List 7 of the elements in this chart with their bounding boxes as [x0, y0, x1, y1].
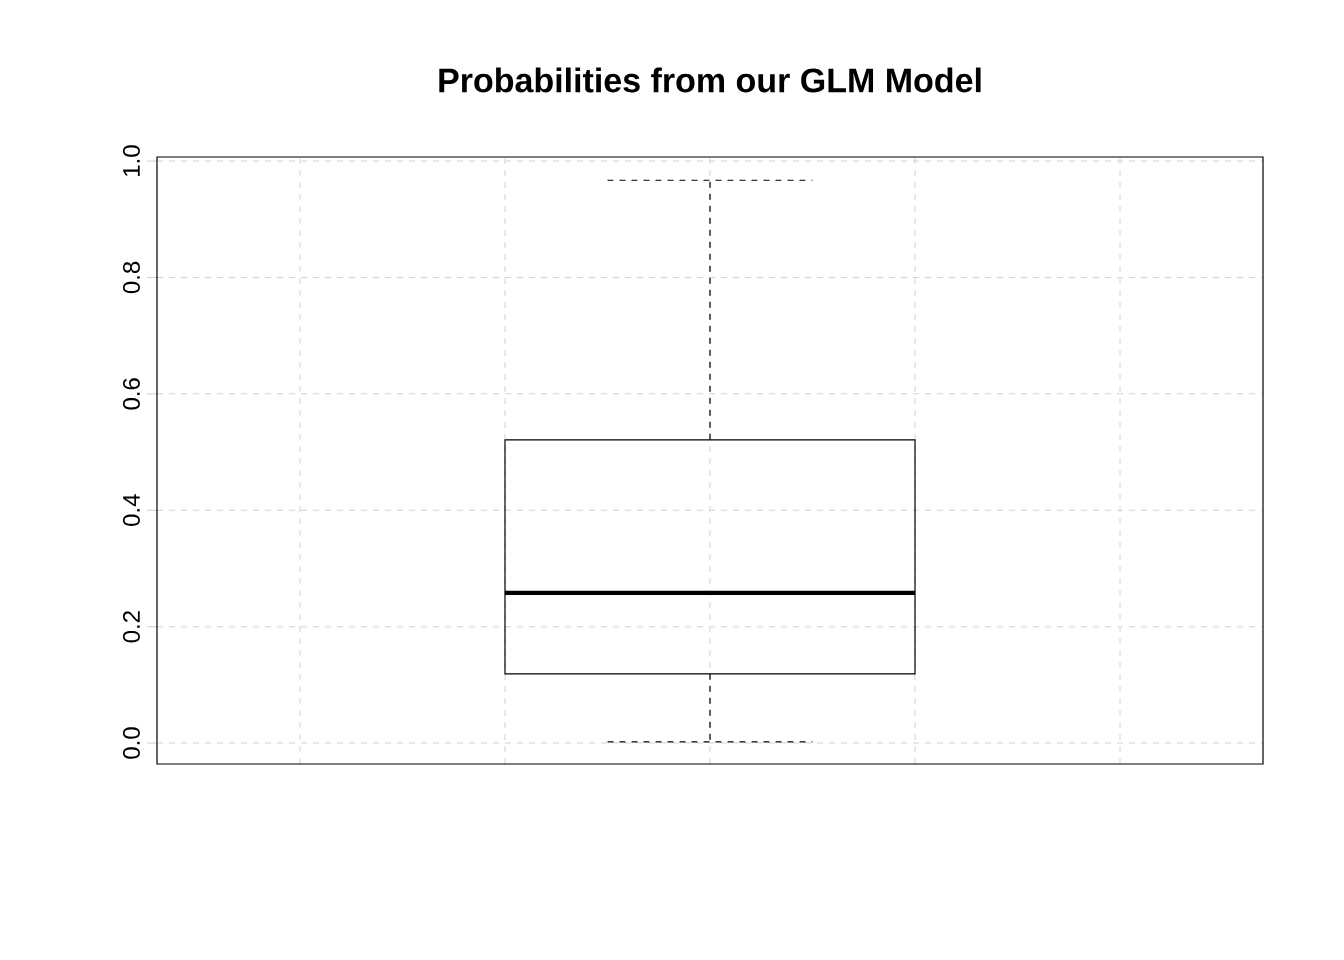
y-tick-label: 0.8	[122, 261, 140, 294]
chart-title: Probabilities from our GLM Model	[439, 67, 981, 93]
y-tick-label: 0.6	[122, 378, 140, 410]
y-tick-label: 0.2	[122, 611, 140, 643]
y-tick-label: 0.0	[122, 727, 140, 759]
y-tick-label: 0.4	[122, 494, 140, 526]
y-tick-label: 1.0	[122, 145, 140, 176]
